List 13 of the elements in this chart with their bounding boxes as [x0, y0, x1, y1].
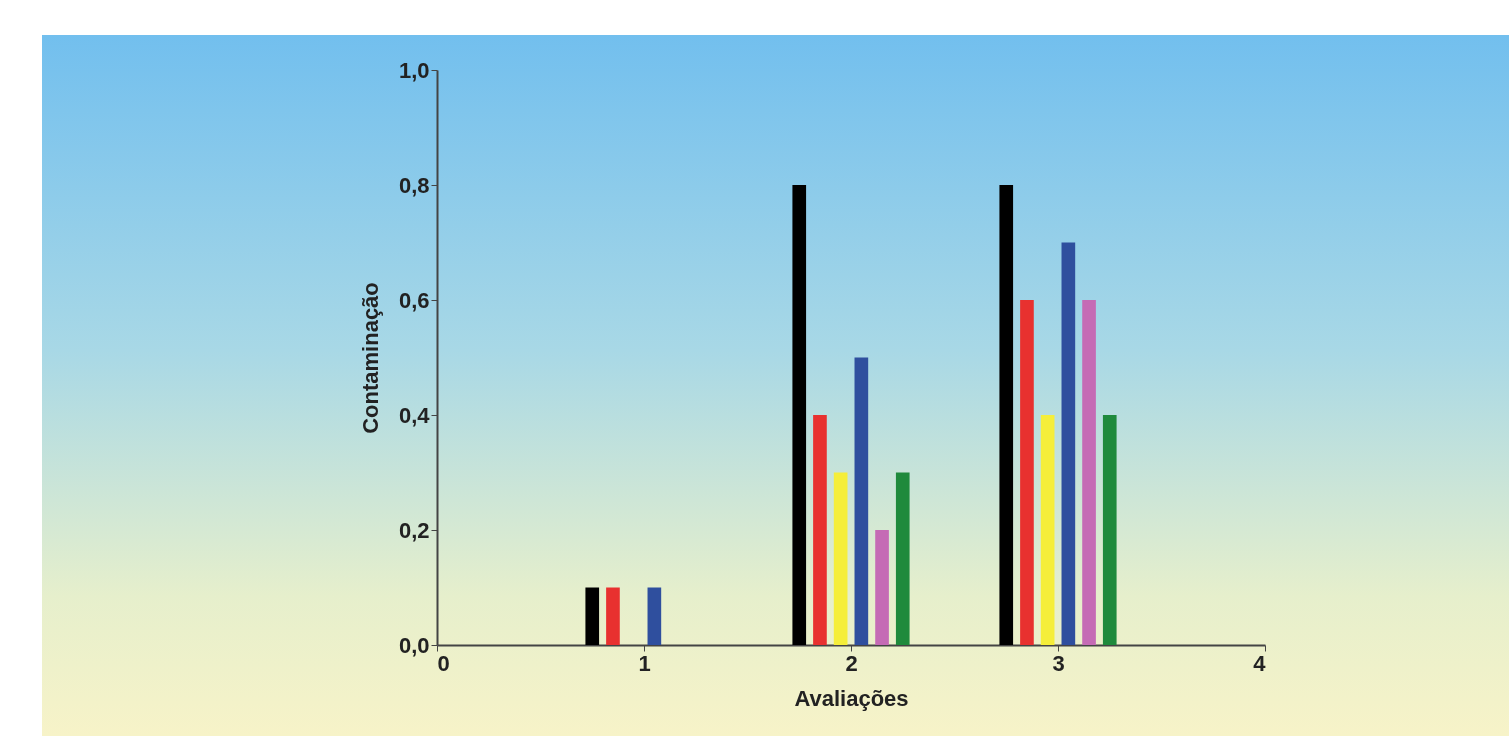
x-tick-label: 0 — [437, 650, 450, 676]
x-tick-label: 1 — [638, 650, 651, 676]
y-tick-label: 0,2 — [398, 517, 430, 543]
y-tick-label: 0,0 — [398, 632, 430, 658]
y-tick-label: 1,0 — [398, 57, 430, 83]
y-axis-title: Contaminação — [357, 282, 383, 434]
x-tick-label: 2 — [845, 650, 858, 676]
y-tick-label: 0,4 — [398, 402, 431, 428]
x-axis-title: Avaliações — [794, 685, 909, 711]
y-tick-label: 0,6 — [398, 287, 430, 313]
x-tick-label: 4 — [1253, 650, 1267, 676]
y-tick-label: 0,8 — [398, 172, 430, 198]
x-tick-label: 3 — [1052, 650, 1065, 676]
